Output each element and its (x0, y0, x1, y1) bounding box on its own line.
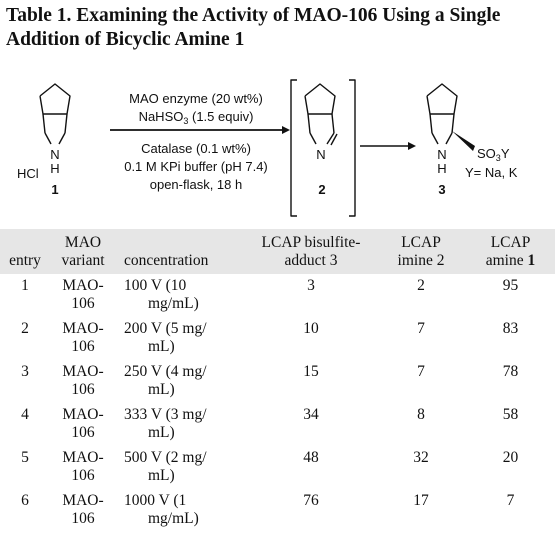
header-imine: LCAP imine 2 (376, 229, 466, 274)
cell-entry: 3 (21, 363, 29, 380)
header-imine-line-1: LCAP (401, 234, 441, 251)
cond-top-2: NaHSO3 (1.5 equiv) (139, 109, 254, 126)
compound-1-n: N (50, 147, 59, 162)
header-bisulfite-line-2: adduct 3 (284, 252, 338, 269)
cell-variant: MAO- 106 (62, 277, 104, 312)
cell-amine: 20 (502, 449, 519, 466)
so3y-label: SO3Y (477, 146, 510, 163)
table-row: 5 MAO- 106 500 V (2 mg/mL) 48 32 20 (0, 446, 555, 489)
cell-imine: 8 (417, 406, 425, 423)
cell-entry: 1 (21, 277, 29, 294)
cell-amine: 95 (502, 277, 519, 294)
title-line-1: Table 1. Examining the Activity of MAO-1… (6, 5, 501, 26)
table-row: 6 MAO- 106 1000 V (1 mg/mL) 76 17 7 (0, 489, 555, 532)
cell-imine: 17 (413, 492, 429, 509)
cell-variant: MAO- 106 (62, 320, 104, 355)
cell-concentration: 500 V (2 mg/mL) (124, 449, 207, 484)
header-bisulfite-line-1: LCAP bisulfite- (261, 234, 361, 251)
cell-amine: 83 (502, 320, 519, 337)
bracket-left (290, 79, 297, 217)
cell-variant: MAO- 106 (62, 363, 104, 398)
cell-concentration: 250 V (4 mg/mL) (124, 363, 207, 398)
header-concentration: concentration (116, 229, 246, 274)
cell-entry: 5 (21, 449, 29, 466)
y-definition: Y= Na, K (465, 165, 518, 180)
cond-bot-3: open-flask, 18 h (150, 177, 243, 192)
compound-2-number: 2 (318, 182, 325, 197)
cond-bot-2: 0.1 M KPi buffer (pH 7.4) (124, 159, 268, 174)
compound-2-n: N (316, 147, 325, 162)
cell-imine: 7 (417, 363, 425, 380)
compound-3-structure (426, 83, 458, 145)
cell-amine: 78 (502, 363, 519, 380)
cell-imine: 2 (417, 277, 425, 294)
header-imine-line-2: imine 2 (397, 252, 445, 269)
cell-bisulfite: 34 (303, 406, 319, 423)
header-amine: LCAP amine 1 (466, 229, 555, 274)
wedge-bond (452, 131, 475, 151)
title-line-2: Addition of Bicyclic Amine 1 (6, 29, 245, 50)
compound-3-n: N (437, 147, 446, 162)
cell-entry: 2 (21, 320, 29, 337)
cell-entry: 4 (21, 406, 29, 423)
header-variant-line-1: MAO (64, 234, 102, 251)
table-header-row: entry MAO variant concentration LCAP bis… (0, 229, 555, 274)
cell-bisulfite: 10 (303, 320, 319, 337)
condition-divider (110, 129, 282, 131)
compound-2-structure (304, 83, 338, 146)
table-row: 1 MAO- 106 100 V (10 mg/mL) 3 2 95 (0, 274, 555, 317)
cond-top-1: MAO enzyme (20 wt%) (129, 91, 263, 106)
cell-amine: 58 (502, 406, 519, 423)
compound-3-h: H (437, 161, 446, 176)
cell-concentration: 100 V (10 mg/mL) (124, 277, 199, 312)
compound-1-structure (39, 83, 71, 145)
cell-concentration: 1000 V (1 mg/mL) (124, 492, 199, 527)
cell-concentration: 333 V (3 mg/mL) (124, 406, 207, 441)
cell-variant: MAO- 106 (62, 492, 104, 527)
cell-concentration: 200 V (5 mg/mL) (124, 320, 207, 355)
table-title: Table 1. Examining the Activity of MAO-1… (6, 4, 551, 52)
salt-label: HCl (17, 166, 39, 181)
table-row: 3 MAO- 106 250 V (4 mg/mL) 15 7 78 (0, 360, 555, 403)
cell-amine: 7 (506, 492, 515, 509)
cell-bisulfite: 76 (303, 492, 319, 509)
cell-bisulfite: 15 (303, 363, 319, 380)
header-variant-line-2: variant (61, 252, 105, 269)
header-amine-line-2: amine 1 (485, 252, 536, 269)
cell-imine: 32 (413, 449, 429, 466)
results-table: entry MAO variant concentration LCAP bis… (0, 229, 555, 532)
compound-1-number: 1 (51, 182, 58, 197)
cell-variant: MAO- 106 (62, 449, 104, 484)
bracket-right (349, 79, 356, 217)
cell-variant: MAO- 106 (62, 406, 104, 441)
cond-bot-1: Catalase (0.1 wt%) (141, 141, 251, 156)
cell-entry: 6 (21, 492, 29, 509)
cell-imine: 7 (417, 320, 425, 337)
header-variant: MAO variant (50, 229, 116, 274)
compound-3-number: 3 (438, 182, 445, 197)
table-row: 2 MAO- 106 200 V (5 mg/mL) 10 7 83 (0, 317, 555, 360)
cell-bisulfite: 48 (303, 449, 319, 466)
header-entry: entry (0, 229, 50, 274)
header-amine-line-1: LCAP (490, 234, 531, 251)
compound-1-h: H (50, 161, 59, 176)
table-row: 4 MAO- 106 333 V (3 mg/mL) 34 8 58 (0, 403, 555, 446)
cell-bisulfite: 3 (307, 277, 315, 294)
header-bisulfite: LCAP bisulfite- adduct 3 (246, 229, 376, 274)
